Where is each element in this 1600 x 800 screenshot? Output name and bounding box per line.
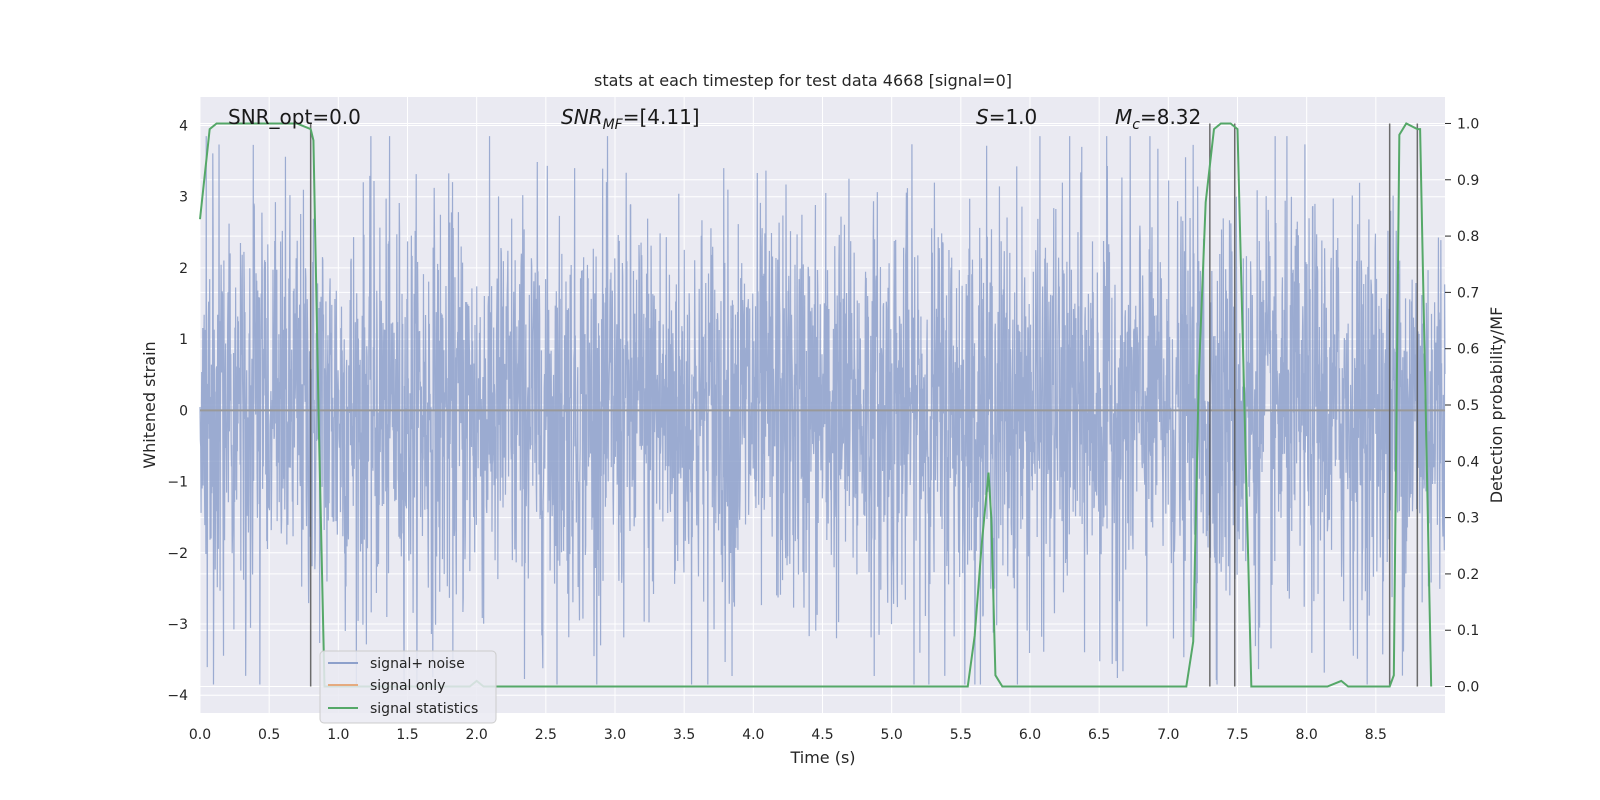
legend-box [319,650,497,724]
x-tick-label: 3.0 [604,727,626,743]
y2-tick-label: 0.2 [1457,567,1479,583]
y-axis-label: Whitened strain [140,341,159,468]
annotation-snr-opt: SNR_opt=0.0 [228,105,361,129]
legend-label-signal-only: signal only [370,678,445,694]
annotation-snr-mf-label: SNR [561,105,603,129]
annotation-s: S=1.0 [976,105,1037,129]
y-tick-label: −3 [167,617,188,633]
x-tick-label: 8.0 [1296,727,1318,743]
y-tick-label: −1 [167,475,188,491]
annotation-mc-sub: c [1132,117,1140,133]
y2-tick-label: 0.5 [1457,398,1479,414]
annotation-s-label: S [976,105,989,129]
y2-axis-label: Detection probability/MF [1487,307,1506,504]
x-tick-label: 1.0 [327,727,349,743]
y2-tick-label: 0.3 [1457,511,1479,527]
y-tick-label: −2 [167,546,188,562]
x-tick-label: 0.0 [189,727,211,743]
x-tick-label: 7.0 [1157,727,1179,743]
y2-tick-label: 0.7 [1457,285,1479,301]
x-tick-label: 2.0 [466,727,488,743]
y-tick-label: 3 [179,190,188,206]
annotation-s-value: =1.0 [989,105,1038,129]
annotation-snr-mf-value: =[4.11] [623,105,700,129]
x-tick-label: 3.5 [673,727,695,743]
x-tick-label: 2.5 [535,727,557,743]
noise-trace [199,136,1446,685]
series-signal-noise [199,136,1446,685]
x-tick-label: 4.5 [811,727,833,743]
annotation-snr-mf-sub: MF [603,117,624,133]
y-tick-label: 1 [179,332,188,348]
series-signal-statistics [199,122,1433,688]
legend: signal+ noise signal only signal statist… [319,650,497,724]
legend-label-signal-statistics: signal statistics [370,701,478,717]
annotation-snr-mf: SNRMF=[4.11] [561,105,700,133]
y2-tick-label: 1.0 [1457,116,1479,132]
y2-tick-label: 0.6 [1457,342,1479,358]
annotation-mc-value: =8.32 [1140,105,1201,129]
y2-tick-label: 0.9 [1457,173,1479,189]
x-tick-label: 4.0 [742,727,764,743]
x-tick-label: 5.5 [950,727,972,743]
y2-tick-label: 0.0 [1457,680,1479,696]
y2-tick-label: 0.4 [1457,454,1479,470]
chart-title: stats at each timestep for test data 466… [594,71,1012,90]
annotation-mc: Mc=8.32 [1115,105,1201,133]
y-tick-label: 2 [179,261,188,277]
x-tick-label: 6.0 [1019,727,1041,743]
y-tick-label: 0 [179,403,188,419]
y-axis-ticks: −4 −3 −2 −1 0 1 2 3 4 [167,118,188,704]
x-axis-label: Time (s) [789,748,855,767]
y2-tick-label: 0.8 [1457,229,1479,245]
x-tick-label: 0.5 [258,727,280,743]
x-tick-label: 1.5 [396,727,418,743]
y-tick-label: 4 [179,118,188,134]
x-tick-label: 8.5 [1365,727,1387,743]
legend-label-signal-noise: signal+ noise [370,656,465,672]
y2-tick-label: 0.1 [1457,623,1479,639]
statistics-line [199,122,1433,688]
x-tick-label: 7.5 [1226,727,1248,743]
vertical-markers [309,123,1419,687]
x-axis-ticks: 0.0 0.5 1.0 1.5 2.0 2.5 3.0 3.5 4.0 4.5 5.0 5.5 6.0 6… [189,727,1387,743]
y2-axis-ticks: 0.0 0.1 0.2 0.3 0.4 0.5 0.6 0.7 0.8 0.9 1.0 [1445,116,1479,696]
x-tick-label: 5.0 [881,727,903,743]
y-tick-label: −4 [167,688,188,704]
annotation-mc-label: M [1115,105,1132,129]
x-tick-label: 6.5 [1088,727,1110,743]
